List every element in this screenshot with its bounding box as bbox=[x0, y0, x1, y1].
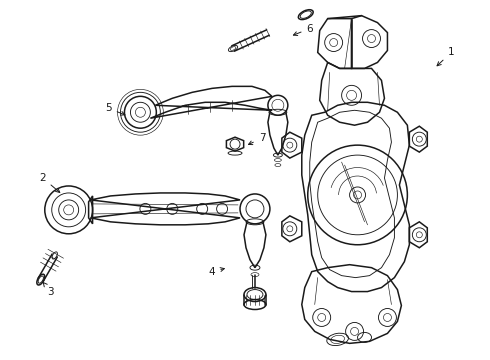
Text: 4: 4 bbox=[209, 267, 224, 276]
Text: 2: 2 bbox=[40, 173, 60, 193]
Text: 6: 6 bbox=[294, 24, 313, 36]
Text: 5: 5 bbox=[105, 103, 125, 115]
Text: 7: 7 bbox=[248, 133, 265, 145]
Text: 1: 1 bbox=[437, 48, 455, 66]
Text: 3: 3 bbox=[43, 282, 54, 297]
